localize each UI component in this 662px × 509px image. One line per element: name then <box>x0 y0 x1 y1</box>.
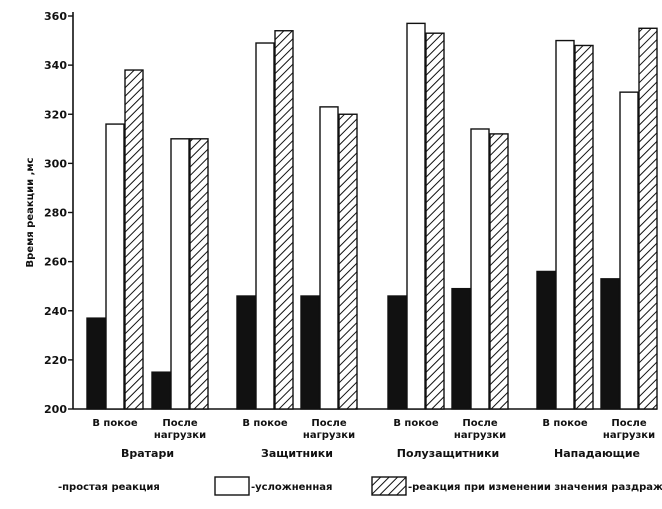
bar <box>338 113 358 410</box>
group-label: Вратари <box>121 447 174 460</box>
y-tick-label: 200 <box>44 403 67 416</box>
y-tick-label: 300 <box>44 157 67 170</box>
bar <box>170 138 190 410</box>
condition-label: После <box>611 418 646 429</box>
bar <box>387 295 407 410</box>
y-tick-label: 320 <box>44 108 67 121</box>
y-tick-label: 340 <box>44 59 67 72</box>
bar <box>489 133 509 410</box>
condition-label: нагрузки <box>603 430 655 441</box>
condition-label: В покое <box>242 418 288 429</box>
bar <box>124 69 144 410</box>
legend-swatch <box>371 476 407 496</box>
bar <box>638 27 658 410</box>
bar <box>555 39 575 410</box>
bar <box>406 22 426 410</box>
bar <box>425 32 445 410</box>
condition-label: В покое <box>92 418 138 429</box>
y-tick-label: 240 <box>44 305 67 318</box>
y-tick-label: 220 <box>44 354 67 367</box>
bar <box>105 123 125 410</box>
bar <box>319 106 339 410</box>
bar <box>451 287 471 410</box>
bar <box>274 30 294 410</box>
condition-label: После <box>462 418 497 429</box>
legend-label: -реакция при изменении значения раздражи… <box>408 482 662 493</box>
y-tick-label: 280 <box>44 207 67 220</box>
bar <box>600 278 620 410</box>
group-label: Нападающие <box>554 447 640 460</box>
condition-label: В покое <box>393 418 439 429</box>
bar <box>255 42 275 410</box>
condition-label: нагрузки <box>454 430 506 441</box>
bar <box>236 295 256 410</box>
group-label: Защитники <box>261 447 333 460</box>
group-label: Полузащитники <box>397 447 500 460</box>
condition-label: После <box>311 418 346 429</box>
bar <box>536 270 556 410</box>
condition-label: В покое <box>542 418 588 429</box>
bar <box>619 91 639 410</box>
bar <box>189 138 209 410</box>
bars <box>86 22 658 410</box>
bar <box>86 317 106 410</box>
bar <box>470 128 490 410</box>
condition-label: нагрузки <box>154 430 206 441</box>
y-axis-label: Время реакции ,мс <box>25 157 36 267</box>
condition-label: После <box>162 418 197 429</box>
legend-label: -простая реакция <box>58 482 160 493</box>
y-tick-label: 260 <box>44 256 67 269</box>
condition-label: нагрузки <box>303 430 355 441</box>
bar <box>574 44 594 410</box>
bar <box>300 295 320 410</box>
legend-swatch <box>214 476 250 496</box>
legend-label: -усложненная <box>251 482 332 493</box>
y-tick-label: 360 <box>44 10 67 23</box>
bar <box>151 371 171 410</box>
legend: -простая реакция -усложненная -реакция при… <box>58 476 662 496</box>
